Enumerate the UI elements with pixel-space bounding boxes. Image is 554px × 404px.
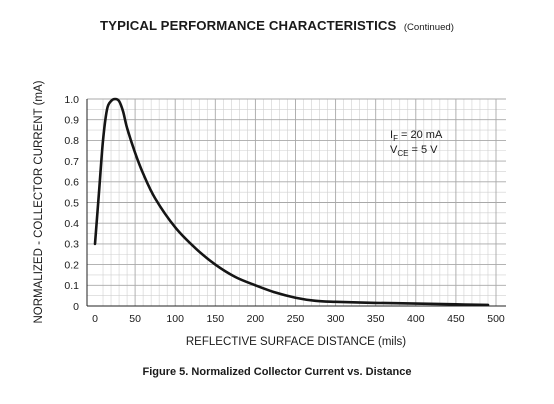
header-subtitle: (Continued): [403, 22, 454, 33]
annotation-if: IF = 20 mA: [390, 129, 443, 143]
x-tick-label: 100: [166, 313, 184, 325]
series-line: [93, 97, 490, 307]
y-tick-label: 0.1: [64, 280, 79, 292]
grid-major: [87, 98, 506, 306]
x-tick-label: 150: [207, 313, 225, 325]
y-tick-label: 1.0: [64, 94, 79, 106]
x-axis-title: REFLECTIVE SURFACE DISTANCE (mils): [186, 336, 406, 348]
y-tick-label: 0.9: [64, 115, 79, 127]
y-tick-label: 0.7: [64, 156, 79, 168]
y-tick-label: 0.5: [64, 197, 79, 209]
y-tick-label: 0.4: [64, 218, 79, 230]
x-tick-label: 300: [327, 313, 345, 325]
y-axis-title: NORMALIZED - COLLECTOR CURRENT (mA): [33, 80, 45, 323]
x-tick-label: 250: [287, 313, 305, 325]
x-tick-label: 450: [447, 313, 465, 325]
x-tick-label: 400: [407, 313, 425, 325]
y-tick-label: 0.6: [64, 177, 79, 189]
y-tick-label: 0.8: [64, 135, 79, 147]
y-tick-label: 0.2: [64, 259, 79, 271]
plot-border: [86, 99, 506, 307]
y-tick-label: 0: [73, 301, 79, 313]
x-tick-label: 350: [367, 313, 385, 325]
x-tick-label: 50: [129, 313, 141, 325]
x-tick-label: 500: [487, 313, 505, 325]
x-tick-label: 200: [247, 313, 265, 325]
x-tick-label: 0: [92, 313, 98, 325]
y-tick-label: 0.3: [64, 239, 79, 251]
header-title: TYPICAL PERFORMANCE CHARACTERISTICS: [100, 18, 397, 33]
figure-caption: Figure 5. Normalized Collector Current v…: [142, 366, 412, 378]
annotation-vce: VCE = 5 V: [390, 144, 438, 158]
page-header: TYPICAL PERFORMANCE CHARACTERISTICS (Con…: [0, 17, 554, 35]
y-tick-labels: 0 0.1 0.2 0.3 0.4 0.5 0.6 0.7 0.8 0.9 1.0: [64, 94, 79, 313]
x-tick-labels: 0 50 100 150 200 250 300 350 400 450 500: [92, 313, 505, 325]
